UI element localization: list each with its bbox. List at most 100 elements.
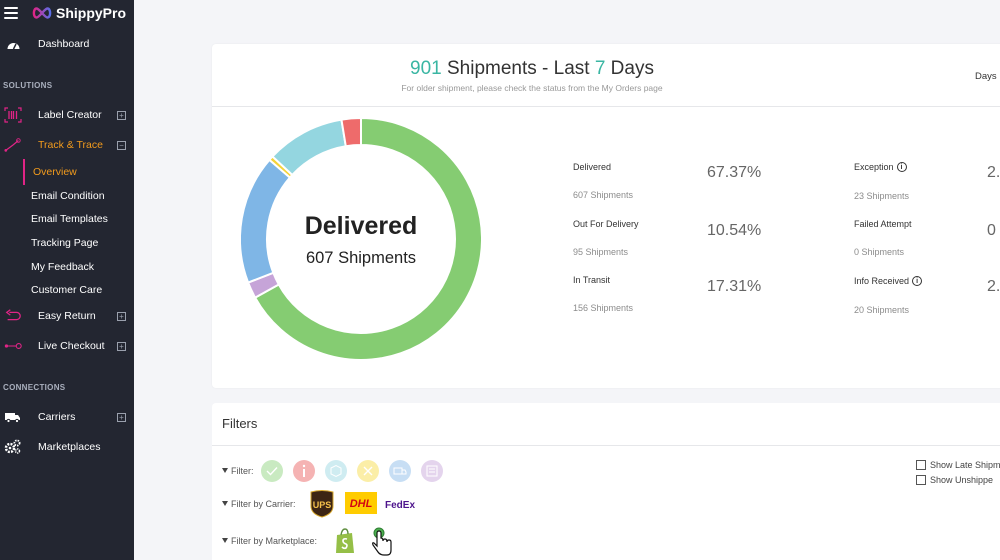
stat-name-info-received: Info Received i — [854, 276, 923, 286]
donut-segment-exception[interactable] — [340, 116, 362, 148]
donut-segment-out-for-delivery[interactable] — [271, 118, 347, 177]
truck-icon — [516, 289, 542, 307]
subitem-label: Overview — [33, 166, 77, 178]
filter-out-for-delivery-toggle[interactable] — [325, 460, 347, 482]
sidebar-item-carriers[interactable]: Carriers + — [0, 405, 134, 429]
sidebar-subitem-customer-care[interactable]: Customer Care — [0, 279, 134, 301]
filter-label-text: Filter by Marketplace: — [231, 536, 318, 546]
unshipped-checkbox[interactable] — [916, 475, 926, 485]
expand-icon[interactable]: + — [117, 341, 126, 351]
expand-icon[interactable]: + — [117, 311, 126, 321]
sidebar-subitem-my-feedback[interactable]: My Feedback — [0, 256, 134, 278]
funnel-icon — [222, 501, 228, 506]
stat-count-delivered: 607 Shipments — [573, 190, 634, 200]
stat-pct-failed-attempt: 0 — [987, 222, 996, 239]
stat-name-in-transit: In Transit — [573, 275, 611, 285]
info-received-status-circle[interactable] — [788, 274, 835, 321]
card-header: 901 Shipments - Last 7 Days For older sh… — [212, 44, 1000, 107]
ups-carrier-filter[interactable]: UPS — [310, 489, 334, 518]
exclamation-icon — [808, 172, 815, 197]
menu-icon[interactable] — [4, 7, 18, 19]
page-subtitle: For older shipment, please check the sta… — [401, 83, 663, 93]
page-title: 901 Shipments - Last 7 Days — [212, 58, 852, 80]
fedex-carrier-filter[interactable]: FedEx — [385, 496, 417, 512]
stat-count-in-transit: 156 Shipments — [573, 303, 634, 313]
sidebar-item-label: Marketplaces — [38, 441, 101, 453]
collapse-icon[interactable]: − — [117, 140, 126, 150]
subitem-label: Email Condition — [31, 190, 105, 202]
checkout-icon — [4, 338, 22, 354]
late-shipments-checkbox[interactable] — [916, 460, 926, 470]
donut-center-status: Delivered — [304, 212, 418, 240]
dhl-logo-icon: DHL — [350, 498, 373, 510]
failed-attempt-status-circle[interactable] — [788, 218, 835, 265]
sidebar-item-label: Carriers — [38, 411, 76, 423]
dashboard-gauge-icon — [4, 36, 22, 52]
days-selector[interactable]: Days — [975, 71, 997, 82]
delivered-status-circle[interactable] — [506, 161, 553, 208]
filter-info-received-toggle[interactable] — [421, 460, 443, 482]
subitem-label: Email Templates — [31, 213, 108, 225]
filter-failed-attempt-toggle[interactable] — [357, 460, 379, 482]
stat-pct-out-for-delivery: 10.54% — [707, 222, 762, 239]
exclamation-icon — [302, 464, 306, 477]
sidebar-subitem-email-condition[interactable]: Email Condition — [0, 185, 134, 207]
sidebar-item-label-creator[interactable]: Label Creator + — [0, 103, 134, 127]
x-icon — [802, 232, 821, 251]
filter-in-transit-toggle[interactable] — [389, 460, 411, 482]
out-for-delivery-status-circle[interactable] — [506, 218, 553, 265]
stat-pct-exception: 2. — [987, 164, 1000, 181]
app-logo[interactable]: ShippyPro — [31, 5, 126, 21]
donut-segment-delivered[interactable] — [253, 116, 481, 361]
funnel-icon — [222, 538, 228, 543]
stat-name-text: Exception — [854, 162, 894, 172]
filter-exception-toggle[interactable] — [293, 460, 315, 482]
funnel-icon — [222, 468, 228, 473]
filter-label-text: Filter: — [231, 466, 254, 476]
gears-icon — [4, 439, 22, 455]
sidebar-item-easy-return[interactable]: Easy Return + — [0, 304, 134, 328]
info-icon[interactable]: i — [896, 162, 907, 172]
carrier-filter-label: Filter by Carrier: — [222, 499, 296, 509]
sidebar: ShippyPro Dashboard SOLUTIONS Label Crea… — [0, 0, 134, 560]
stat-pct-info-received: 2. — [987, 278, 1000, 295]
exception-status-circle[interactable] — [788, 161, 835, 208]
stat-pct-delivered: 67.37% — [707, 164, 762, 181]
info-icon[interactable]: i — [912, 276, 923, 286]
dhl-carrier-filter[interactable]: DHL — [345, 492, 377, 514]
infinity-logo-icon — [32, 7, 52, 19]
expand-icon[interactable]: + — [117, 110, 126, 120]
sidebar-subitem-email-templates[interactable]: Email Templates — [0, 208, 134, 230]
truck-icon — [393, 467, 407, 475]
dhl-logo-text: DHL — [350, 498, 373, 510]
sidebar-item-marketplaces[interactable]: Marketplaces — [0, 435, 134, 459]
show-late-shipments-option[interactable]: Show Late Shipm — [916, 460, 1000, 470]
subitem-label: Customer Care — [31, 284, 103, 296]
stat-name-out-for-delivery: Out For Delivery — [573, 219, 639, 229]
stat-count-info-received: 20 Shipments — [854, 305, 910, 315]
box-icon — [518, 229, 541, 254]
sidebar-subitem-tracking-page[interactable]: Tracking Page — [0, 232, 134, 254]
shipments-donut-chart[interactable] — [241, 108, 481, 370]
box-icon — [330, 464, 342, 478]
checkbox-label: Show Unshippe — [930, 475, 994, 485]
filter-delivered-toggle[interactable] — [261, 460, 283, 482]
stat-name-text: Info Received — [854, 276, 910, 286]
expand-icon[interactable]: + — [117, 412, 126, 422]
sidebar-item-dashboard[interactable]: Dashboard — [0, 32, 134, 56]
stat-pct-in-transit: 17.31% — [707, 278, 762, 295]
app-name: ShippyPro — [56, 5, 127, 21]
days-count: 7 — [594, 58, 606, 79]
sidebar-item-label: Track & Trace — [38, 139, 103, 151]
filter-label-text: Filter by Carrier: — [231, 499, 296, 509]
shopify-marketplace-filter[interactable] — [334, 527, 356, 555]
sidebar-item-label: Live Checkout — [38, 340, 105, 352]
sidebar-subitem-overview[interactable]: Overview — [0, 161, 134, 183]
hand-cursor-icon — [370, 527, 396, 557]
subitem-label: Tracking Page — [31, 237, 99, 249]
sidebar-item-live-checkout[interactable]: Live Checkout + — [0, 334, 134, 358]
donut-center-count: 607 Shipments — [305, 249, 417, 267]
in-transit-status-circle[interactable] — [506, 274, 553, 321]
sidebar-item-track-trace[interactable]: Track & Trace − — [0, 133, 134, 157]
show-unshipped-option[interactable]: Show Unshippe — [916, 475, 993, 485]
